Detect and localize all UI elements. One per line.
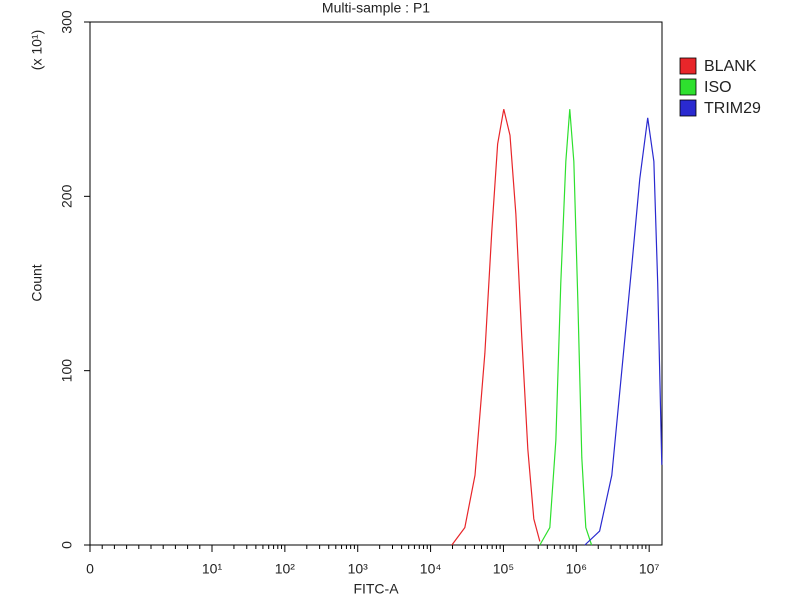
x-tick-label: 10⁶ bbox=[566, 561, 587, 577]
x-axis-label: FITC-A bbox=[353, 581, 399, 597]
y-tick-label: 100 bbox=[59, 359, 75, 383]
histogram-line bbox=[539, 109, 593, 546]
y-multiplier: (x 10¹) bbox=[29, 30, 45, 70]
chart-title: Multi-sample : P1 bbox=[322, 0, 430, 16]
y-tick-label: 200 bbox=[59, 184, 75, 208]
plot-frame bbox=[89, 21, 663, 546]
histogram-line bbox=[451, 109, 541, 546]
legend-label: BLANK bbox=[704, 58, 757, 75]
x-tick-label: 10³ bbox=[348, 561, 369, 577]
x-tick-label: 10⁷ bbox=[639, 561, 660, 577]
y-tick-label: 300 bbox=[59, 10, 75, 34]
y-tick-label: 0 bbox=[59, 541, 75, 549]
histogram-line bbox=[584, 117, 663, 546]
legend-swatch bbox=[679, 78, 697, 96]
x-tick-label: 10¹ bbox=[202, 561, 223, 577]
legend-label: TRIM29 bbox=[704, 100, 761, 117]
y-axis-label: Count bbox=[29, 264, 45, 301]
x-tick-label: 10² bbox=[275, 561, 296, 577]
legend-swatch bbox=[679, 99, 697, 117]
x-tick-label: 10⁵ bbox=[493, 561, 514, 577]
x-tick-label: 10⁴ bbox=[420, 561, 442, 577]
legend-swatch bbox=[679, 57, 697, 75]
x-tick-label: 0 bbox=[86, 561, 94, 577]
legend-label: ISO bbox=[704, 79, 732, 96]
